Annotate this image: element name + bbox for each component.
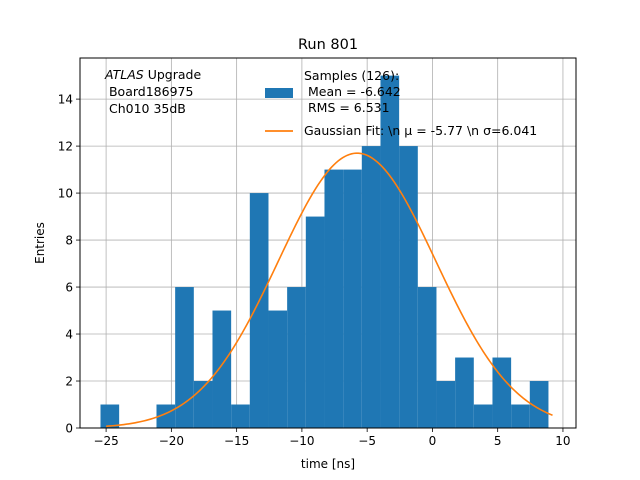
histogram-bar [231,404,250,428]
histogram-bar [417,287,437,428]
legend-histogram-line-1: Samples (126): [304,68,399,83]
legend-fit-label: Gaussian Fit: \n μ = -5.77 \n σ=6.041 [304,123,537,138]
histogram-bar [305,216,325,428]
annotation-atlas-italic: ATLAS [104,67,144,82]
histogram-bar [249,193,269,428]
legend-histogram-swatch [265,88,293,98]
histogram-bar [455,357,474,428]
annotation-line-1: ATLAS Upgrade [104,67,201,82]
plot-frame [79,57,577,429]
histogram-bar [436,381,456,428]
histogram-bar [193,381,213,428]
histogram-bar [324,169,344,429]
histogram-bar [343,169,362,429]
atlas-annotation: ATLAS Upgrade Board186975 Ch010 35dB [104,67,201,116]
histogram-bars [100,75,549,429]
histogram-bar [212,310,232,428]
x-tick-label: 5 [494,434,502,448]
gaussian-fit-line [106,152,553,428]
y-axis-label: Entries [33,222,47,264]
y-tick-label: 4 [65,328,73,342]
annotation-line-3: Ch010 35dB [105,101,186,116]
x-tick-label: −10 [289,434,314,448]
x-tick-label: −5 [358,434,376,448]
y-tick-label: 14 [58,93,73,107]
y-tick-label: 0 [65,422,73,436]
histogram-bar [473,404,493,428]
histogram-bar [399,146,418,428]
y-tick-label: 6 [65,281,73,295]
x-tick-label: 0 [429,434,437,448]
histogram-bar [492,357,512,428]
gaussian-fit [106,152,553,428]
histogram-bar [380,75,400,428]
chart-title: Run 801 [298,37,358,53]
histogram-bar [156,404,176,428]
histogram-bar [287,287,306,428]
histogram-bar [361,146,381,428]
x-axis-label: time [ns] [301,457,355,471]
histogram-bar [175,287,194,428]
histogram-bar [100,404,120,428]
histogram-bar [268,310,288,428]
histogram-bar [511,404,530,428]
histogram-bar [529,381,549,428]
annotation-upgrade: Upgrade [144,67,202,82]
x-tick-label: −15 [224,434,249,448]
y-tick-label: 2 [65,375,73,389]
y-tick-label: 12 [58,140,73,154]
axis-ticks: −25 −20 −15 −10 −5 0 5 10 0 2 4 6 8 10 12 14 [58,93,571,448]
y-tick-label: 8 [65,234,73,248]
legend-histogram-line-2: Mean = -6.642 [304,84,401,99]
x-tick-label: 10 [555,434,570,448]
x-tick-label: −25 [93,434,118,448]
legend-histogram-line-3: RMS = 6.531 [304,100,390,115]
x-tick-label: −20 [159,434,184,448]
y-tick-label: 10 [58,187,73,201]
legend: Samples (126): Mean = -6.642 RMS = 6.531… [265,68,537,138]
annotation-line-2: Board186975 [105,84,193,99]
